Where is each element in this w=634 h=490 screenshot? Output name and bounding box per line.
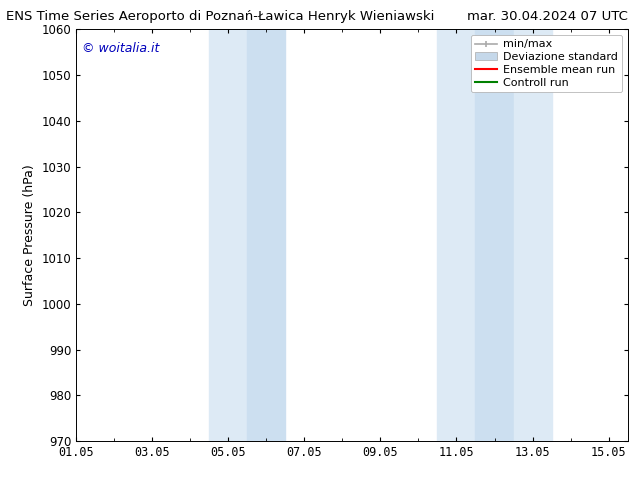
Y-axis label: Surface Pressure (hPa): Surface Pressure (hPa) xyxy=(23,164,36,306)
Bar xyxy=(476,29,514,441)
Bar xyxy=(514,29,552,441)
Text: © woitalia.it: © woitalia.it xyxy=(82,42,159,55)
Legend: min/max, Deviazione standard, Ensemble mean run, Controll run: min/max, Deviazione standard, Ensemble m… xyxy=(470,35,622,92)
Text: mar. 30.04.2024 07 UTC: mar. 30.04.2024 07 UTC xyxy=(467,10,628,23)
Bar xyxy=(437,29,476,441)
Bar xyxy=(209,29,247,441)
Text: ENS Time Series Aeroporto di Poznań-Ławica Henryk Wieniawski: ENS Time Series Aeroporto di Poznań-Ławi… xyxy=(6,10,435,23)
Bar xyxy=(247,29,285,441)
